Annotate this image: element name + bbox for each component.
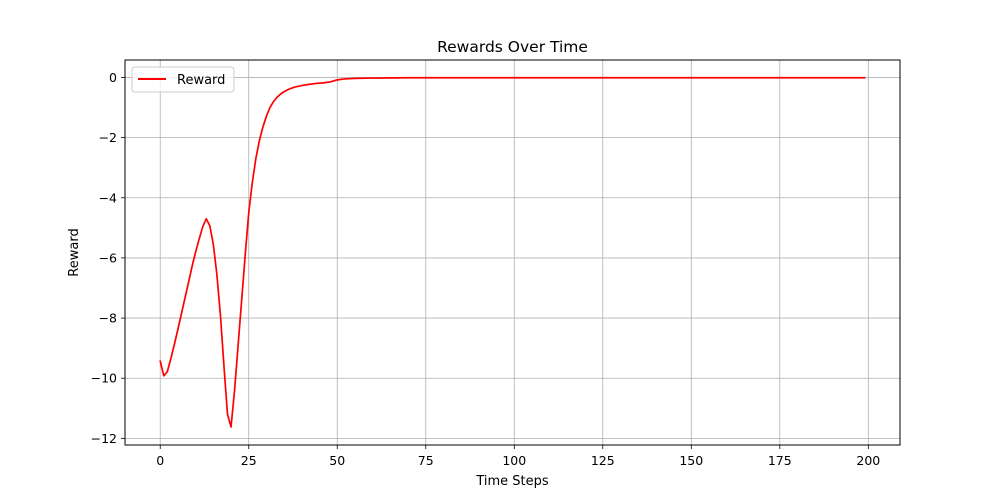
y-tick-label: −2 bbox=[99, 130, 117, 145]
x-tick-label: 150 bbox=[679, 453, 703, 468]
y-tick-label: −8 bbox=[99, 311, 117, 326]
y-tick-label: −12 bbox=[91, 431, 117, 446]
y-axis-ticks: −12 −10 −8 −6 −4 −2 0 bbox=[91, 70, 125, 446]
x-axis-ticks: 0 25 50 75 100 125 150 175 200 bbox=[156, 445, 880, 468]
legend: Reward bbox=[131, 66, 235, 93]
x-tick-label: 200 bbox=[856, 453, 880, 468]
chart-title: Rewards Over Time bbox=[437, 38, 588, 56]
x-tick-label: 100 bbox=[502, 453, 526, 468]
x-tick-label: 125 bbox=[591, 453, 615, 468]
y-tick-label: −6 bbox=[99, 250, 117, 265]
series-layer bbox=[159, 76, 866, 428]
y-axis-label: Reward bbox=[67, 228, 82, 276]
legend-label-reward: Reward bbox=[177, 73, 225, 88]
x-tick-label: 50 bbox=[329, 453, 345, 468]
x-tick-label: 25 bbox=[241, 453, 257, 468]
grid bbox=[125, 60, 900, 445]
y-tick-label: 0 bbox=[109, 70, 117, 85]
y-tick-label: −10 bbox=[91, 371, 117, 386]
legend-box bbox=[131, 66, 235, 93]
x-tick-label: 175 bbox=[768, 453, 792, 468]
y-tick-label: −4 bbox=[99, 190, 117, 205]
plot-frame bbox=[124, 59, 901, 446]
x-tick-label: 0 bbox=[156, 453, 164, 468]
series-line-reward bbox=[159, 76, 866, 428]
x-tick-label: 75 bbox=[418, 453, 434, 468]
x-axis-label: Time Steps bbox=[475, 474, 549, 489]
